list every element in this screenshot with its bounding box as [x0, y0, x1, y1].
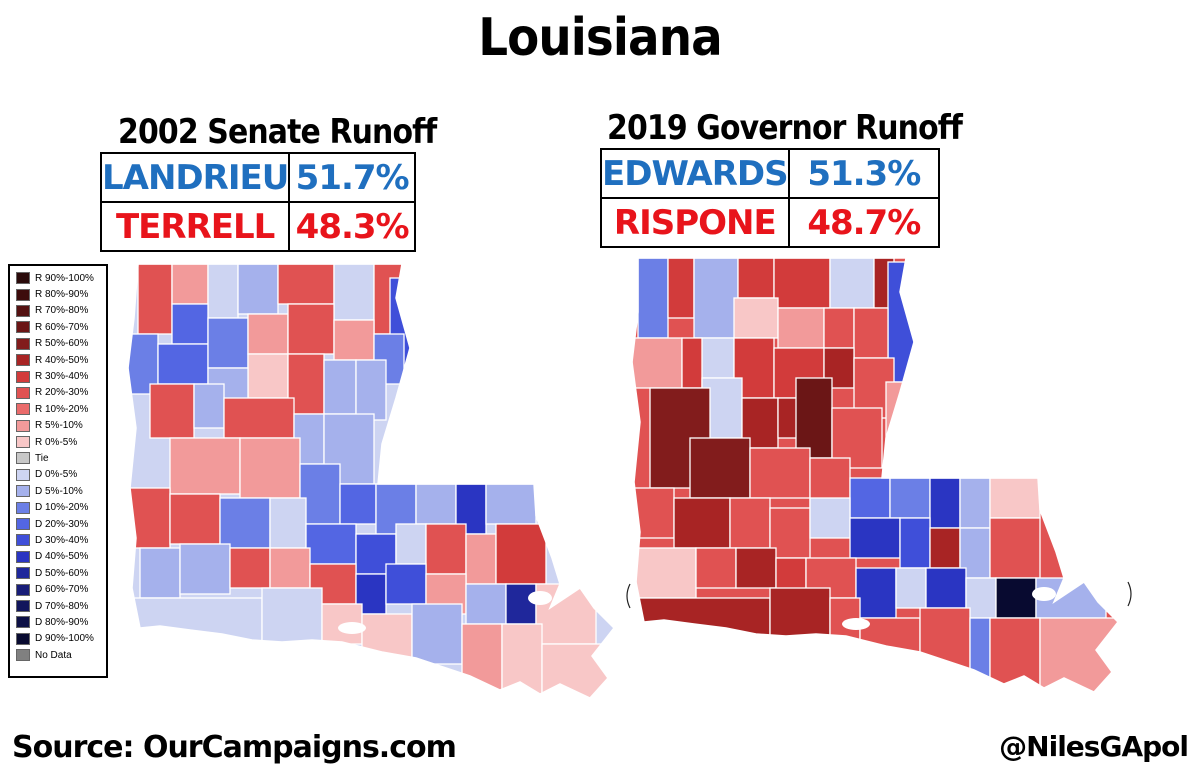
candidate-row-dem: LANDRIEU 51.7%: [99, 152, 416, 203]
legend-item: D 80%-90%: [16, 614, 106, 630]
candidate-pct: 48.7%: [787, 197, 941, 248]
legend-label: No Data: [35, 649, 72, 661]
legend-label: D 90%-100%: [35, 633, 94, 645]
legend-item: R 80%-90%: [16, 286, 106, 302]
legend-item: R 60%-70%: [16, 319, 106, 335]
legend-item: R 50%-60%: [16, 336, 106, 352]
legend-swatch: [16, 600, 30, 612]
legend-swatch: [16, 403, 30, 416]
race-title-senate-2002: 2002 Senate Runoff: [118, 112, 437, 152]
candidate-pct: 51.7%: [288, 152, 416, 203]
legend-swatch: [16, 632, 30, 645]
legend-item: D 70%-80%: [16, 598, 106, 614]
legend-label: R 20%-30%: [35, 387, 89, 399]
legend-swatch: [16, 337, 30, 350]
legend-item: Tie: [16, 450, 106, 466]
legend-label: Tie: [35, 452, 49, 464]
legend-item: R 20%-30%: [16, 385, 106, 401]
louisiana-map-senate-2002: [127, 263, 616, 699]
legend-item: No Data: [16, 647, 106, 663]
legend-label: D 5%-10%: [35, 485, 83, 497]
legend-item: D 5%-10%: [16, 483, 106, 499]
legend-label: R 30%-40%: [35, 371, 89, 383]
legend-label: R 70%-80%: [35, 305, 89, 317]
candidate-pct: 51.3%: [787, 148, 941, 199]
legend-label: D 40%-50%: [35, 551, 89, 563]
candidate-name: EDWARDS: [600, 148, 790, 199]
legend-item: D 50%-60%: [16, 565, 106, 581]
legend-swatch: [16, 370, 30, 383]
legend-label: D 30%-40%: [35, 534, 89, 546]
candidate-row-rep: RISPONE 48.7%: [600, 197, 941, 248]
legend-swatch: [16, 567, 30, 580]
legend-item: R 5%-10%: [16, 418, 106, 434]
results-table-senate-2002: LANDRIEU 51.7% TERRELL 48.3%: [99, 152, 416, 252]
legend-swatch: [16, 501, 30, 514]
legend-swatch: [16, 616, 30, 629]
legend-label: D 70%-80%: [35, 600, 89, 612]
legend-swatch: [16, 272, 30, 285]
page-title: Louisiana: [478, 8, 723, 68]
legend-swatch: [16, 304, 30, 317]
legend-label: R 80%-90%: [35, 289, 89, 301]
candidate-row-dem: EDWARDS 51.3%: [600, 148, 941, 199]
legend-item: D 10%-20%: [16, 499, 106, 515]
candidate-name: TERRELL: [99, 201, 291, 252]
legend-swatch: [16, 436, 30, 449]
legend-swatch: [16, 386, 30, 399]
legend-label: R 40%-50%: [35, 354, 89, 366]
legend-item: D 40%-50%: [16, 549, 106, 565]
legend-item: R 10%-20%: [16, 401, 106, 417]
legend-label: R 10%-20%: [35, 403, 89, 415]
legend-label: D 0%-5%: [35, 469, 78, 481]
legend-label: D 60%-70%: [35, 584, 89, 596]
candidate-name: LANDRIEU: [99, 152, 291, 203]
legend-item: R 0%-5%: [16, 434, 106, 450]
legend-item: R 40%-50%: [16, 352, 106, 368]
legend-label: R 90%-100%: [35, 272, 94, 284]
legend-label: D 50%-60%: [35, 567, 89, 579]
race-title-governor-2019: 2019 Governor Runoff: [607, 108, 963, 148]
legend-item: D 0%-5%: [16, 467, 106, 483]
legend-swatch: [16, 485, 30, 498]
legend-item: D 60%-70%: [16, 581, 106, 597]
legend-swatch: [16, 649, 30, 662]
legend-swatch: [16, 321, 30, 334]
legend-label: D 20%-30%: [35, 518, 89, 530]
legend-swatch: [16, 452, 30, 465]
legend-item: D 20%-30%: [16, 516, 106, 532]
legend-label: D 80%-90%: [35, 616, 89, 628]
source-credit: Source: OurCampaigns.com: [12, 730, 457, 765]
legend-swatch: [16, 354, 30, 367]
legend-label: R 0%-5%: [35, 436, 78, 448]
legend-swatch: [16, 583, 30, 596]
results-table-governor-2019: EDWARDS 51.3% RISPONE 48.7%: [600, 148, 941, 248]
legend-label: R 50%-60%: [35, 338, 89, 350]
legend-item: D 30%-40%: [16, 532, 106, 548]
legend-item: D 90%-100%: [16, 631, 106, 647]
louisiana-map-governor-2019: [626, 257, 1132, 693]
legend-item: R 70%-80%: [16, 303, 106, 319]
map-legend: R 90%-100% R 80%-90% R 70%-80% R 60%-70% R 5…: [8, 264, 108, 678]
legend-item: R 90%-100%: [16, 270, 106, 286]
legend-swatch: [16, 518, 30, 531]
legend-swatch: [16, 550, 30, 563]
legend-swatch: [16, 534, 30, 547]
candidate-pct: 48.3%: [288, 201, 416, 252]
legend-label: D 10%-20%: [35, 502, 89, 514]
legend-swatch: [16, 419, 30, 432]
candidate-name: RISPONE: [600, 197, 790, 248]
author-handle: @NilesGApol: [999, 730, 1189, 763]
legend-label: R 5%-10%: [35, 420, 83, 432]
candidate-row-rep: TERRELL 48.3%: [99, 201, 416, 252]
legend-swatch: [16, 468, 30, 481]
legend-item: R 30%-40%: [16, 368, 106, 384]
legend-swatch: [16, 288, 30, 301]
legend-label: R 60%-70%: [35, 321, 89, 333]
